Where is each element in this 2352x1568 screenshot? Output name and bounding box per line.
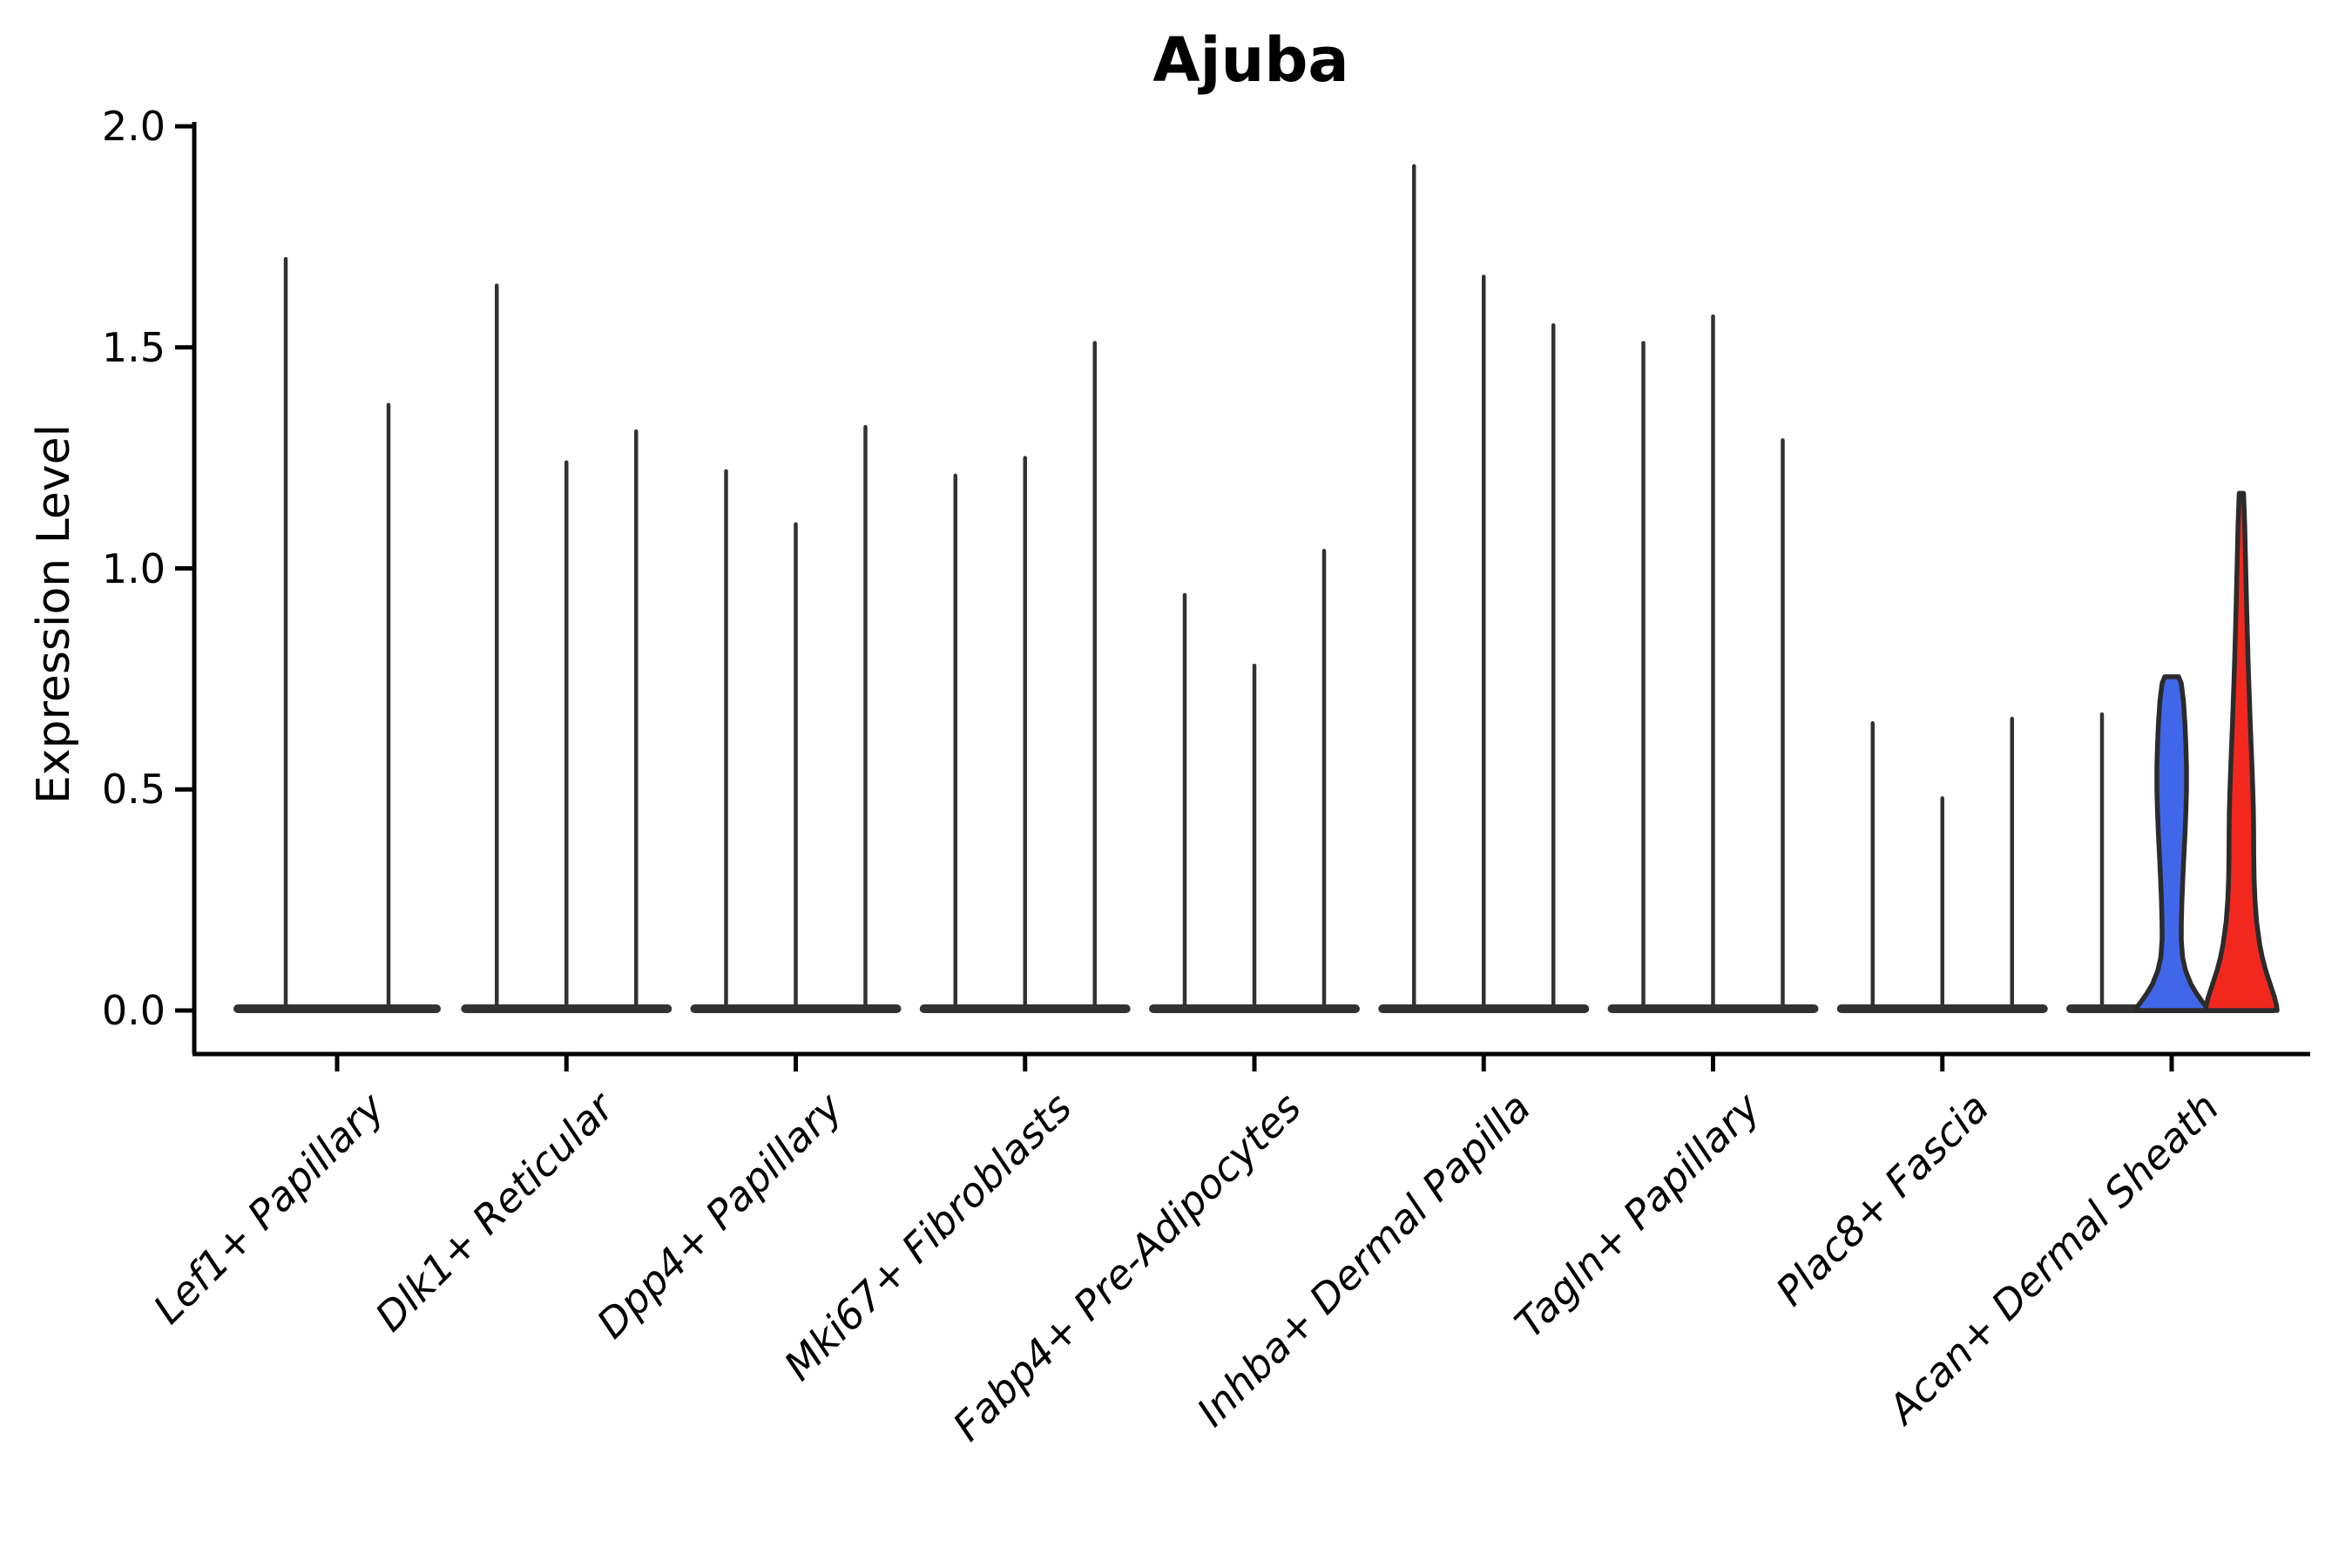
y-axis-title: Expression Level [28,423,80,805]
y-tick-label: 1.0 [101,544,166,592]
violin-zero-base [233,1004,441,1013]
red-violin [2203,490,2280,1013]
y-tick-label: 0.5 [101,766,166,814]
chart-title: Ajuba [1152,24,1349,96]
y-tick-label: 2.0 [101,103,166,150]
y-tick-label: 1.5 [101,323,166,371]
y-tick-label: 0.0 [101,987,166,1034]
blue-violin [2133,674,2210,1013]
